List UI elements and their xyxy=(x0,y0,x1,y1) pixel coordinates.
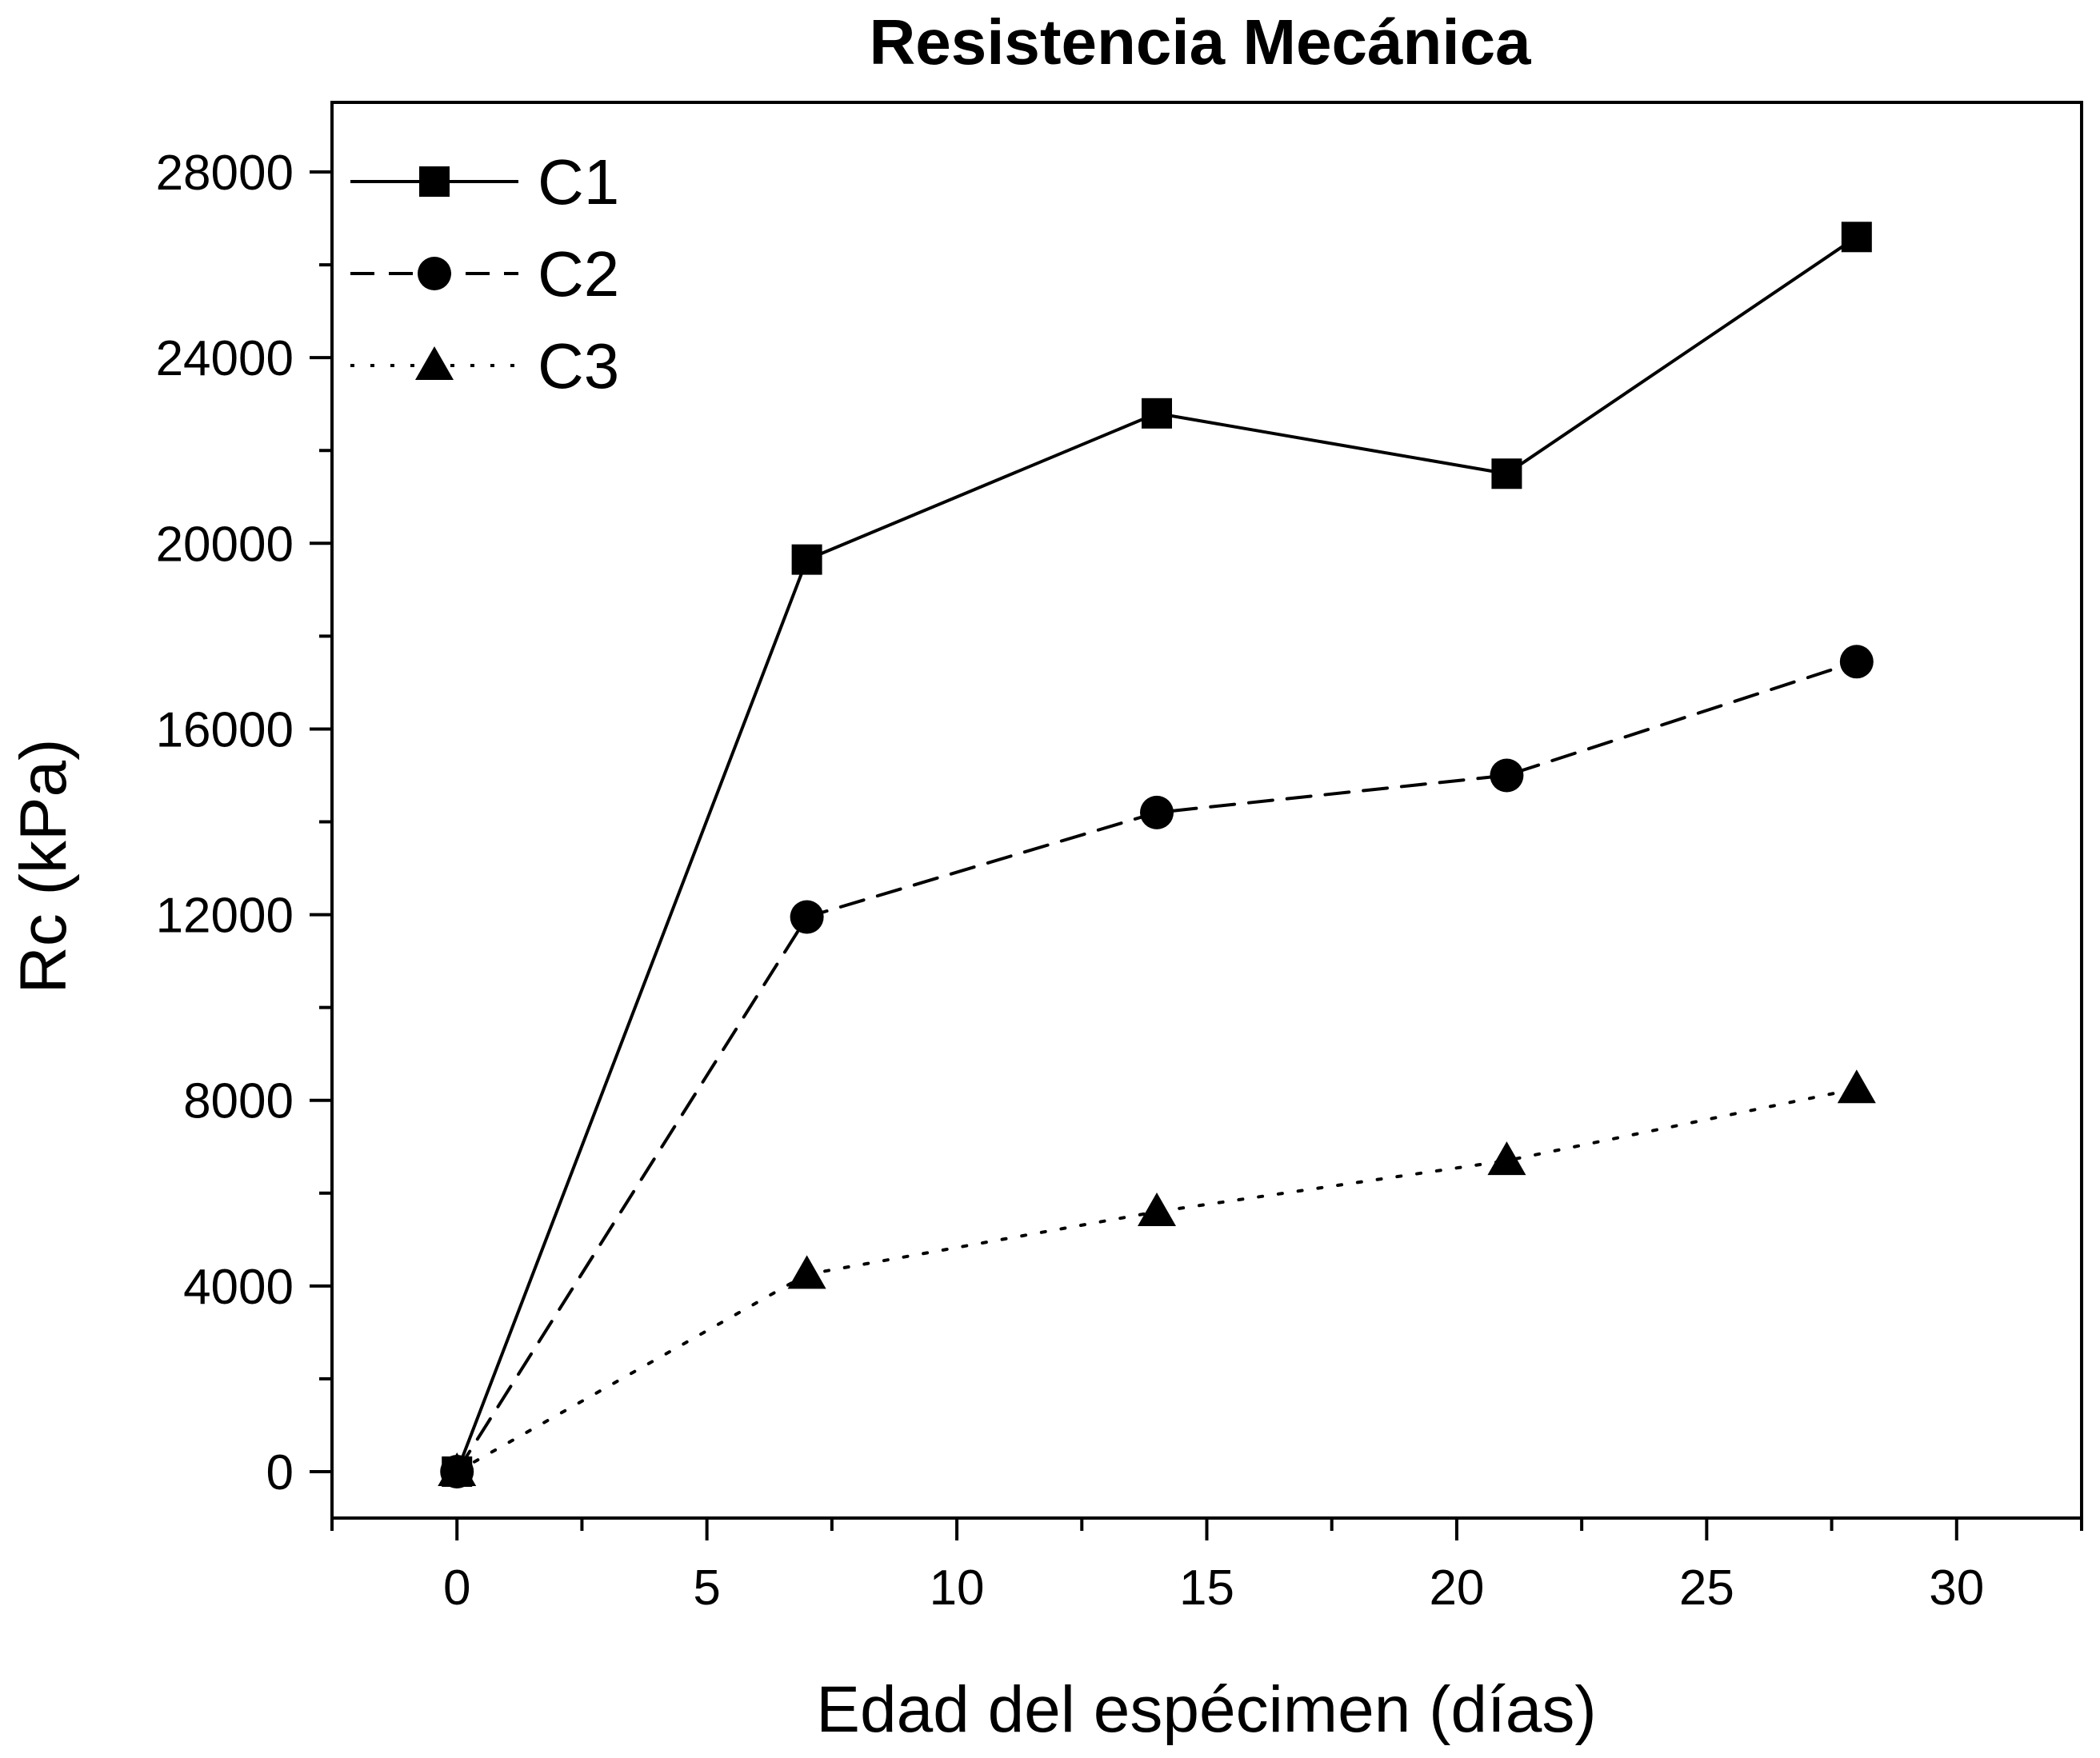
x-axis-title: Edad del espécimen (días) xyxy=(816,1673,1596,1746)
data-point-c1 xyxy=(1491,458,1522,489)
data-point-c3 xyxy=(438,1452,477,1486)
data-point-c1 xyxy=(791,544,822,575)
data-point-c3 xyxy=(1837,1069,1876,1104)
y-tick-label: 0 xyxy=(266,1445,294,1500)
x-tick-label: 5 xyxy=(693,1560,720,1616)
data-point-c3 xyxy=(1138,1192,1177,1226)
data-point-c3 xyxy=(787,1255,826,1289)
data-point-c1 xyxy=(1841,222,1872,253)
x-tick-label: 25 xyxy=(1679,1560,1734,1616)
x-tick-label: 15 xyxy=(1179,1560,1234,1616)
data-point-c2 xyxy=(1140,795,1174,829)
plot-area: 0 5 10 15 20 25 30 0 4000 8000 12000 16000 20000 2400… xyxy=(156,101,2083,1616)
data-point-c3 xyxy=(1487,1141,1526,1176)
y-tick-label: 12000 xyxy=(156,889,294,944)
data-point-c2 xyxy=(1490,758,1524,793)
legend-label-c3: C3 xyxy=(538,330,619,402)
chart-title: Resistencia Mecánica xyxy=(869,6,1531,78)
legend-label-c1: C1 xyxy=(538,146,619,218)
data-point-c2 xyxy=(1839,645,1874,679)
x-tick-label: 0 xyxy=(443,1560,470,1616)
y-tick-label: 16000 xyxy=(156,702,294,757)
x-tick-label: 30 xyxy=(1929,1560,1984,1616)
data-point-c2 xyxy=(790,900,824,934)
x-tick-label: 10 xyxy=(930,1560,985,1616)
y-tick-label: 8000 xyxy=(183,1074,294,1129)
legend-label-c2: C2 xyxy=(538,238,619,310)
y-tick-label: 4000 xyxy=(183,1260,294,1315)
x-tick-label: 20 xyxy=(1429,1560,1484,1616)
legend-marker-c2 xyxy=(418,257,451,290)
y-tick-label: 28000 xyxy=(156,146,294,201)
data-point-c1 xyxy=(1142,398,1173,429)
y-tick-label: 20000 xyxy=(156,517,294,572)
legend-marker-c3 xyxy=(415,346,454,380)
y-tick-label: 24000 xyxy=(156,331,294,386)
legend-marker-c1 xyxy=(419,166,450,197)
y-axis-title: Rc (kPa) xyxy=(7,739,80,994)
